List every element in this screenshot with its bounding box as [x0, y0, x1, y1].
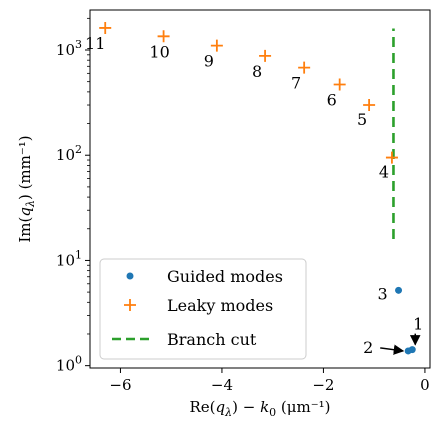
legend-leaky-marker	[124, 299, 136, 311]
guided-mode-point	[395, 286, 403, 294]
leaky-mode-point	[333, 78, 346, 91]
y-tick-label: 102	[56, 143, 82, 164]
leaky-mode-point	[99, 21, 112, 34]
guided-mode-point	[404, 347, 412, 355]
y-tick-label: 100	[56, 354, 82, 375]
guided-mode-label: 3	[377, 284, 387, 303]
leaky-mode-point	[157, 30, 170, 43]
guided-mode-label: 1	[413, 315, 423, 334]
x-tick-label: 0	[420, 376, 430, 394]
legend-frame	[99, 258, 307, 360]
leaky-mode-point	[210, 39, 223, 52]
legend-branch-label: Branch cut	[167, 330, 257, 349]
leaky-mode-point	[385, 151, 398, 164]
guided-mode-arrow	[380, 344, 405, 355]
leaky-mode-label: 5	[357, 110, 367, 129]
x-tick-label: −6	[109, 376, 131, 394]
legend-guided-marker	[126, 272, 134, 280]
leaky-mode-label: 6	[327, 91, 337, 110]
legend-guided-label: Guided modes	[167, 267, 283, 286]
leaky-mode-label: 7	[291, 74, 301, 93]
legend-leaky-label: Leaky modes	[167, 296, 273, 315]
x-tick-label: −2	[312, 376, 334, 394]
plot-frame	[89, 9, 431, 369]
legend: Guided modes Leaky modes Branch cut	[99, 258, 307, 360]
y-tick-label: 101	[56, 248, 82, 269]
y-axis-label: Im(qλ) (mm⁻¹)	[16, 135, 37, 242]
leaky-mode-label: 4	[379, 163, 389, 182]
x-axis-label: Re(qλ) − k0 (μm⁻¹)	[189, 398, 330, 419]
leaky-mode-label: 8	[252, 62, 262, 81]
leaky-mode-point	[259, 49, 272, 62]
x-tick-label: −4	[211, 376, 233, 394]
leaky-mode-point	[363, 99, 376, 112]
leaky-mode-label: 10	[149, 42, 169, 61]
leaky-mode-label: 9	[204, 52, 214, 71]
leaky-mode-point	[298, 61, 311, 74]
y-tick-label: 103	[56, 38, 82, 59]
guided-mode-label: 2	[363, 338, 373, 357]
y-axis-ticks: 100 101 102 103	[56, 17, 90, 375]
x-axis-ticks: −6 −4 −2 0	[109, 368, 430, 394]
